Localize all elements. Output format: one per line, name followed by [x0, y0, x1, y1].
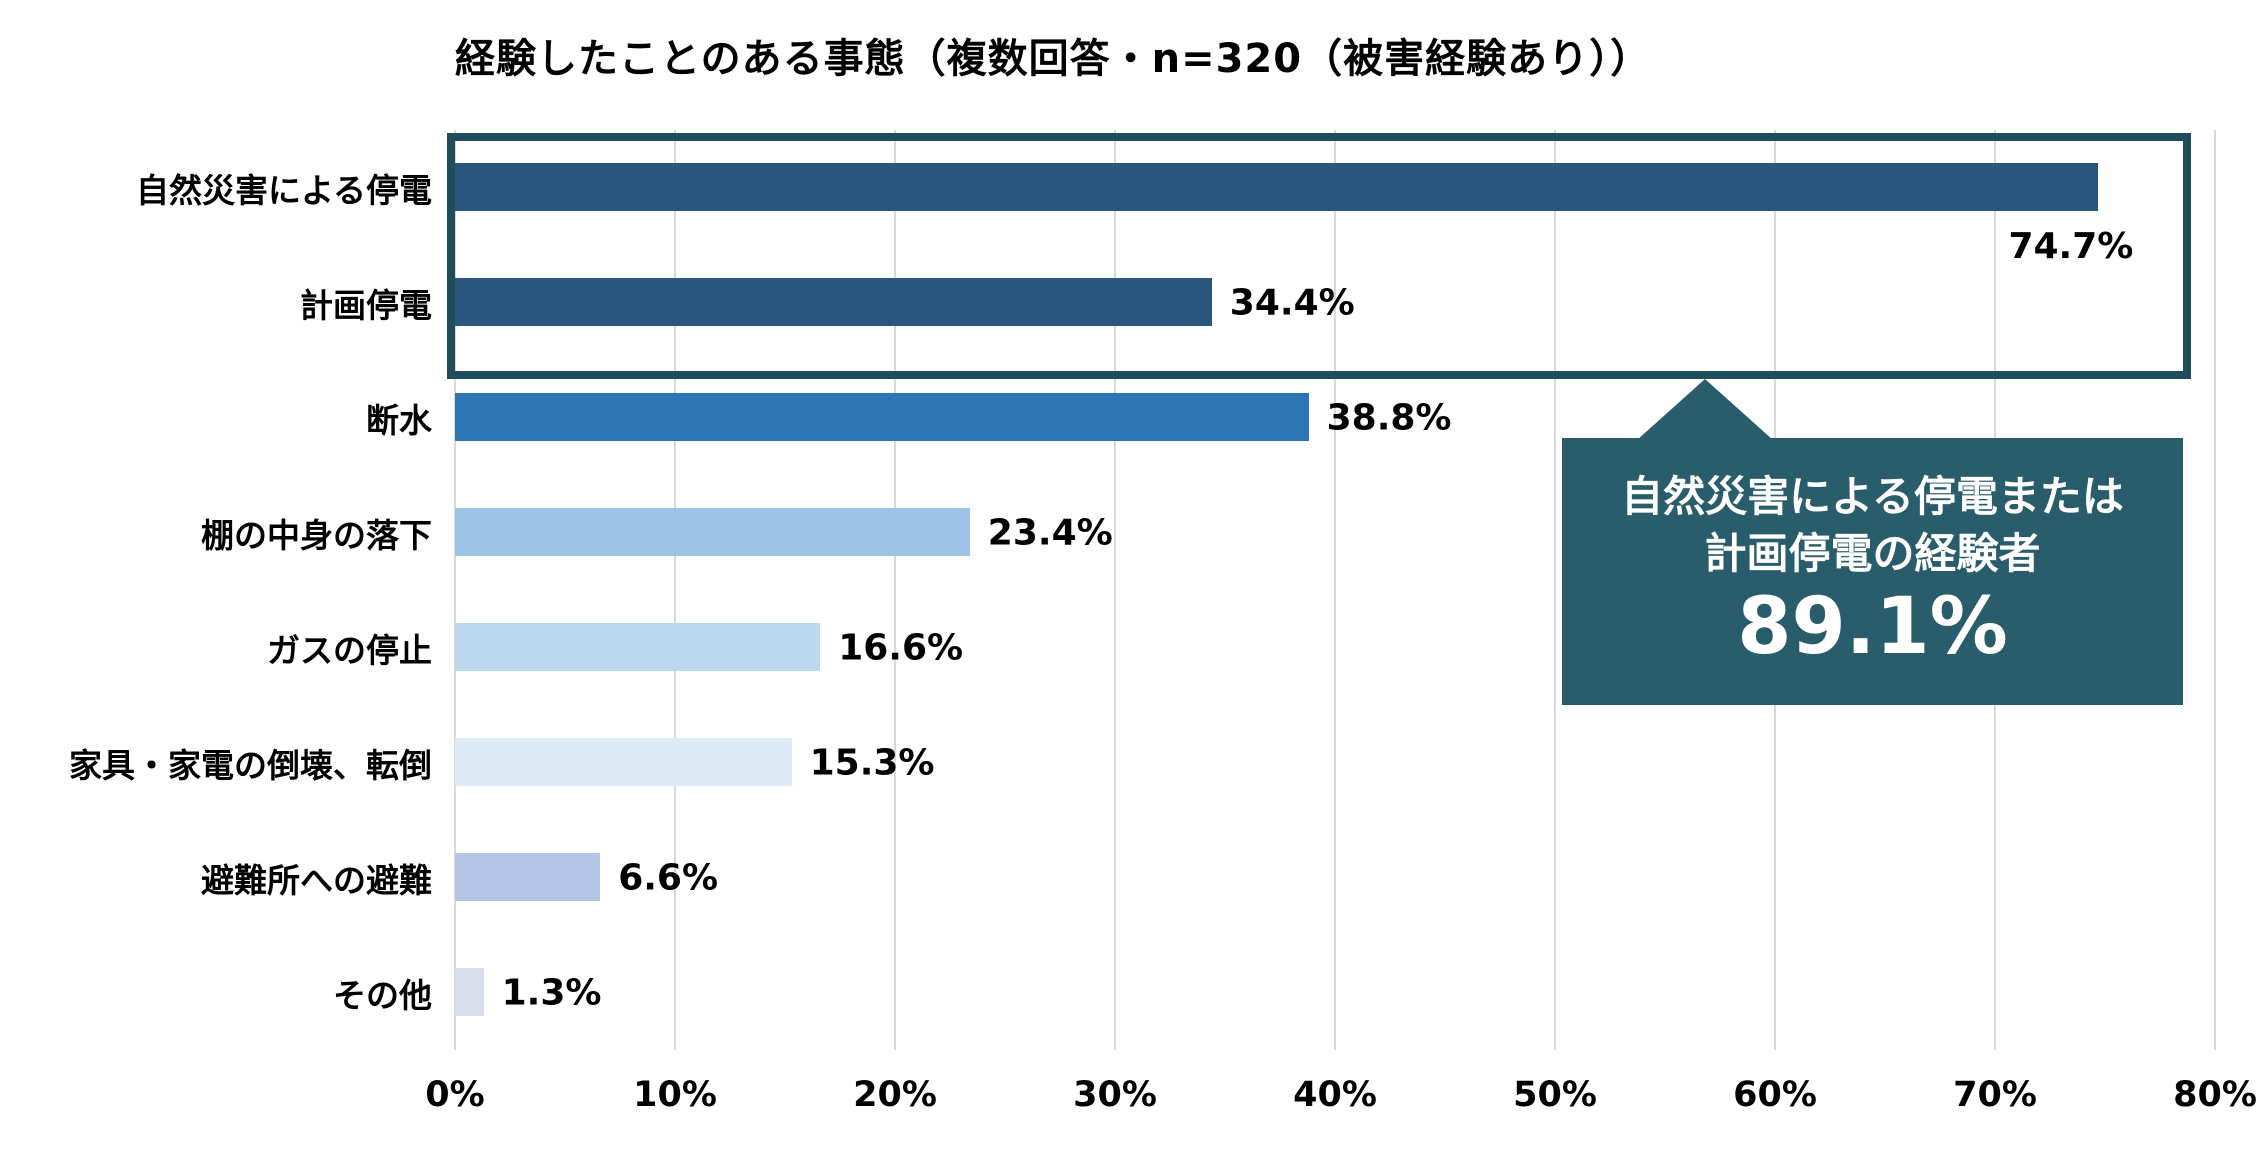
- category-label: 計画停電: [300, 285, 432, 325]
- category-label: 断水: [366, 400, 432, 440]
- bar: [455, 163, 2099, 211]
- bar-value-label: 34.4%: [1229, 282, 1355, 323]
- bar: [455, 853, 601, 901]
- callout-arrow-up: [1637, 379, 1773, 440]
- bar-value-label: 15.3%: [809, 742, 935, 783]
- callout-box: 自然災害による停電または 計画停電の経験者 89.1%: [1562, 438, 2183, 705]
- bar: [455, 508, 970, 556]
- category-label: 避難所への避難: [201, 860, 432, 900]
- gridline: [1554, 130, 1556, 1050]
- bar: [455, 623, 821, 671]
- callout-text-line2: 計画停電の経験者: [1704, 528, 2041, 578]
- bar-row: 避難所への避難 6.6%: [201, 820, 2215, 935]
- callout-value: 89.1%: [1737, 582, 2008, 673]
- bar-value-label: 23.4%: [987, 512, 1113, 553]
- x-tick-label: 0%: [425, 1075, 485, 1115]
- bar-row: その他 1.3%: [333, 935, 2215, 1050]
- bar-value-label: 1.3%: [501, 972, 602, 1013]
- bar-row: 自然災害による停電 74.7%: [136, 130, 2215, 267]
- bar: [455, 393, 1309, 441]
- bar-value-label: 16.6%: [838, 627, 964, 668]
- bar: [455, 968, 484, 1016]
- bar-row: 計画停電 34.4%: [300, 245, 2215, 360]
- x-tick-label: 80%: [2173, 1075, 2256, 1115]
- category-label: ガスの停止: [267, 630, 432, 670]
- gridline: [674, 130, 676, 1050]
- bar-row: 家具・家電の倒壊、転倒 15.3%: [69, 705, 2215, 820]
- gridline: [1114, 130, 1116, 1050]
- gridline: [1334, 130, 1336, 1050]
- bar-value-label: 74.7%: [2008, 226, 2134, 267]
- x-axis: 0% 10% 20% 30% 40% 50% 60% 70% 80%: [425, 1075, 2256, 1135]
- x-tick-label: 40%: [1293, 1075, 1377, 1115]
- callout-text-line1: 自然災害による停電または: [1621, 472, 2124, 522]
- x-tick-label: 60%: [1733, 1075, 1817, 1115]
- bar-row: ガスの停止 16.6%: [267, 590, 2215, 705]
- bar-row: 断水 38.8%: [366, 360, 2215, 475]
- gridline: [2214, 130, 2216, 1050]
- highlight-outline-box: [447, 133, 2191, 379]
- gridline: [894, 130, 896, 1050]
- plot-area: 自然災害による停電 74.7% 計画停電 34.4% 断水 38.8% 棚の中身…: [69, 130, 2256, 1115]
- bar-value-label: 6.6%: [618, 857, 719, 898]
- gridline: [454, 130, 456, 1050]
- chart-title: 経験したことのある事態（複数回答・n=320（被害経験あり））: [455, 36, 1652, 82]
- x-tick-label: 70%: [1953, 1075, 2037, 1115]
- category-label: その他: [333, 975, 432, 1015]
- category-label: 自然災害による停電: [135, 170, 432, 210]
- bar-row: 棚の中身の落下 23.4%: [201, 475, 2215, 590]
- x-tick-label: 30%: [1073, 1075, 1157, 1115]
- bar-value-label: 38.8%: [1326, 397, 1452, 438]
- x-tick-label: 10%: [633, 1075, 717, 1115]
- bar: [455, 738, 792, 786]
- x-tick-label: 50%: [1513, 1075, 1597, 1115]
- category-label: 家具・家電の倒壊、転倒: [69, 745, 432, 785]
- category-label: 棚の中身の落下: [201, 515, 432, 555]
- bar: [455, 278, 1212, 326]
- x-tick-label: 20%: [853, 1075, 937, 1115]
